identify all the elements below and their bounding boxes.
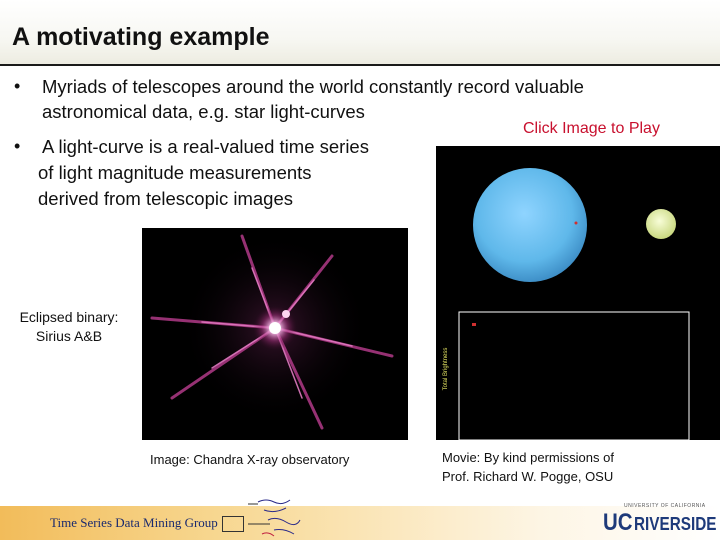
movie-caption-line-1: Movie: By kind permissions of <box>442 450 614 465</box>
sirius-xray-image <box>142 228 408 440</box>
brightness-plot-box <box>458 311 690 440</box>
bullet-2-line-1: A light-curve is a real-valued time seri… <box>42 136 369 157</box>
bullet-2-line-3: derived from telescopic images <box>38 188 293 209</box>
binary-star-movie[interactable]: Total Brightness <box>436 146 720 440</box>
click-to-play-label[interactable]: Click Image to Play <box>523 120 660 137</box>
bullet-1-line-2: astronomical data, e.g. star light-curve… <box>42 101 365 122</box>
brightness-marker <box>472 323 476 326</box>
eclipsed-binary-label-line-2: Sirius A&B <box>35 328 103 344</box>
movie-caption-line-2: Prof. Richard W. Pogge, OSU <box>442 469 614 484</box>
movie-caption: Movie: By kind permissions of Prof. Rich… <box>442 448 614 486</box>
group-logo-scribble-icon <box>248 499 301 537</box>
footer-bar <box>0 506 720 540</box>
bullet-dot: • <box>14 136 21 156</box>
footer-group-name: Time Series Data Mining Group <box>50 515 218 530</box>
page-title: A motivating example <box>12 23 270 51</box>
eclipsed-binary-label: Eclipsed binary: Sirius A&B <box>8 308 130 346</box>
brightness-axis-label: Total Brightness <box>443 347 449 391</box>
bullet-dot: • <box>14 76 21 96</box>
large-star-icon <box>473 168 587 282</box>
title-rule <box>0 64 720 66</box>
chandra-caption: Image: Chandra X-ray observatory <box>150 452 350 467</box>
ucr-small-text: UNIVERSITY OF CALIFORNIA <box>624 503 706 509</box>
eclipsed-binary-label-line-1: Eclipsed binary: <box>19 309 119 325</box>
bullet-1-line-1: Myriads of telescopes around the world c… <box>42 76 584 97</box>
group-logo-box-icon <box>222 516 244 532</box>
bullet-2-line-2: of light magnitude measurements <box>38 162 312 183</box>
sirius-xray-graphic <box>142 228 408 440</box>
movie-frame-graphic <box>436 146 720 440</box>
title-bar <box>0 0 720 66</box>
small-star-icon <box>646 209 676 239</box>
ucr-logo-riverside: RIVERSIDE <box>634 514 717 534</box>
ucr-logo-uc: UC <box>603 509 633 536</box>
